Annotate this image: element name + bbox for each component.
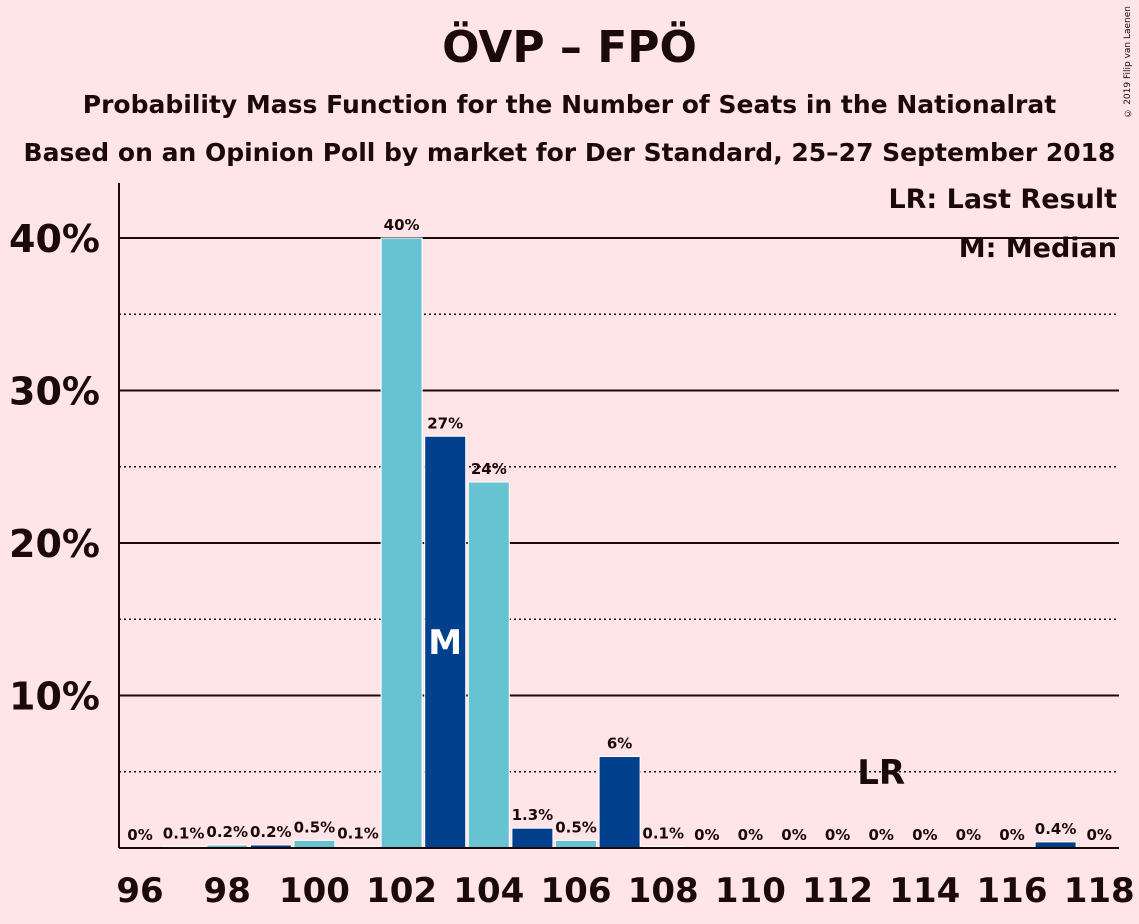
data-label: 40% <box>384 216 420 234</box>
data-label: 0% <box>825 826 850 844</box>
x-tick-label: 118 <box>1064 871 1135 911</box>
data-label: 0.2% <box>250 823 292 841</box>
x-tick-label: 102 <box>366 871 437 911</box>
y-tick-label: 20% <box>9 522 100 566</box>
x-tick-label: 106 <box>541 871 612 911</box>
y-tick-label: 30% <box>9 370 100 414</box>
x-tick-label: 96 <box>116 871 163 911</box>
data-label: 0% <box>694 826 719 844</box>
median-marker: M <box>428 623 462 663</box>
data-label: 0.2% <box>206 823 248 841</box>
x-tick-label: 110 <box>715 871 786 911</box>
data-label: 0% <box>781 826 806 844</box>
chart-source-subtitle: Based on an Opinion Poll by market for D… <box>23 138 1116 167</box>
data-label: 0% <box>912 826 937 844</box>
bar-seat-104 <box>467 481 510 849</box>
data-label: 0% <box>1086 826 1111 844</box>
bar-seat-102 <box>380 237 423 849</box>
bar-seat-105 <box>511 827 554 849</box>
bar-seat-103 <box>424 435 467 849</box>
bar-seat-106 <box>555 839 597 849</box>
data-label: 1.3% <box>512 806 554 824</box>
x-tick-label: 98 <box>204 871 251 911</box>
x-tick-label: 116 <box>977 871 1048 911</box>
data-label: 24% <box>471 460 507 478</box>
data-label: 0% <box>999 826 1024 844</box>
bar-seat-100 <box>293 839 336 849</box>
legend-last-result: LR: Last Result <box>888 184 1117 215</box>
data-label: 0.4% <box>1035 820 1077 838</box>
data-label: 0% <box>868 826 893 844</box>
data-label: 0% <box>956 826 981 844</box>
data-label: 0.1% <box>163 824 205 842</box>
legend-median: M: Median <box>959 233 1117 264</box>
data-label: 6% <box>607 735 632 753</box>
x-tick-label: 100 <box>279 871 350 911</box>
y-tick-label: 40% <box>9 217 100 261</box>
bar-seat-107 <box>598 756 641 849</box>
data-label: 0.5% <box>555 818 597 836</box>
x-tick-label: 114 <box>889 871 960 911</box>
data-label: 0.1% <box>337 824 379 842</box>
x-tick-label: 112 <box>802 871 873 911</box>
x-tick-label: 108 <box>628 871 699 911</box>
y-tick-label: 10% <box>9 675 100 719</box>
data-label: 0.1% <box>642 824 684 842</box>
data-label: 0% <box>127 826 152 844</box>
last-result-marker: LR <box>857 753 905 793</box>
data-label: 27% <box>427 414 463 432</box>
chart-title: ÖVP – FPÖ <box>442 22 697 73</box>
data-label: 0.5% <box>294 818 336 836</box>
x-tick-label: 104 <box>453 871 524 911</box>
chart-subtitle: Probability Mass Function for the Number… <box>82 90 1057 119</box>
data-label: 0% <box>738 826 763 844</box>
